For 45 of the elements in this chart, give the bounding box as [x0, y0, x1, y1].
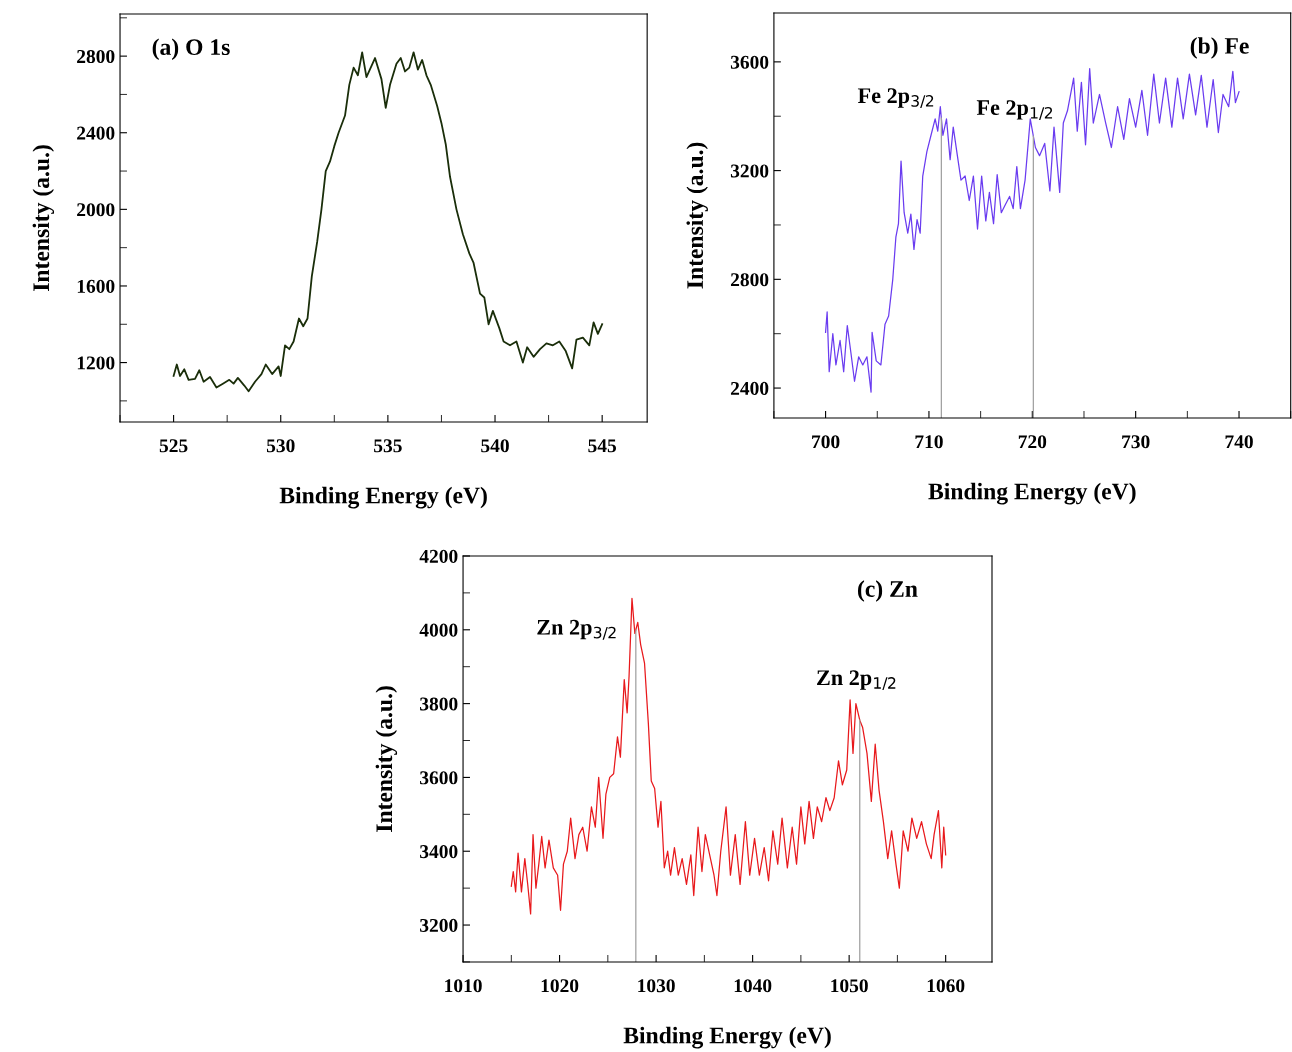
x-axis-title: Binding Energy (eV) — [928, 482, 1136, 505]
y-tick-label: 3600 — [730, 55, 769, 69]
y-tick-label: 3400 — [420, 845, 458, 859]
x-tick-label: 710 — [915, 435, 943, 449]
line-series — [824, 68, 1240, 393]
y-tick-label: 4200 — [419, 549, 458, 563]
y-tick-label: 2400 — [730, 381, 769, 395]
x-tick-label: 545 — [588, 439, 617, 453]
x-tick-label: 740 — [1225, 435, 1253, 449]
y-tick-label: 2000 — [77, 203, 115, 217]
y-tick-label: 3200 — [420, 918, 458, 932]
y-tick-label: 3600 — [420, 771, 458, 785]
ref-line-label: Zn 2p$_{1/2}$ — [817, 670, 896, 691]
ref-line-label: Fe 2p$_{1/2}$ — [976, 100, 1053, 120]
x-tick-label: 1040 — [734, 979, 772, 993]
y-tick-label: 3800 — [420, 697, 458, 711]
text: (b) Fe — [1190, 37, 1249, 59]
y-tick-label: 2800 — [730, 273, 769, 287]
text: (a) O 1s — [152, 38, 230, 60]
x-tick-label: 720 — [1018, 435, 1047, 449]
y-tick-label: 2400 — [77, 126, 115, 140]
x-tick-label: 1050 — [831, 979, 868, 993]
text: (c) Zn — [858, 580, 918, 602]
y-axis-title: Intensity (a.u.) — [686, 142, 708, 289]
y-axis-title: Intensity (a.u.) — [375, 686, 398, 832]
y-axis-title: Intensity (a.u.) — [32, 145, 55, 291]
x-axis-title: Binding Energy (eV) — [279, 486, 487, 509]
x-tick-label: 530 — [266, 439, 295, 453]
x-tick-label: 1010 — [445, 979, 482, 993]
y-tick-label: 1600 — [77, 279, 115, 293]
x-tick-label: 1060 — [927, 979, 965, 993]
x-tick-label: 1030 — [638, 979, 675, 993]
y-tick-label: 4000 — [419, 623, 458, 637]
x-tick-label: 700 — [812, 435, 840, 449]
y-tick-label: 2800 — [77, 49, 115, 64]
x-axis-title: Binding Energy (eV) — [623, 1026, 831, 1049]
x-tick-label: 535 — [374, 439, 402, 453]
y-tick-label: 1200 — [77, 356, 115, 370]
y-tick-label: 3200 — [730, 164, 769, 178]
x-tick-label: 1020 — [541, 979, 579, 993]
x-tick-label: 730 — [1122, 435, 1150, 449]
x-tick-label: 540 — [481, 439, 509, 453]
ref-line-label: Fe 2p$_{3/2}$ — [857, 88, 934, 109]
x-tick-label: 525 — [159, 439, 188, 453]
ref-line-label: Zn 2p$_{3/2}$ — [537, 619, 616, 640]
